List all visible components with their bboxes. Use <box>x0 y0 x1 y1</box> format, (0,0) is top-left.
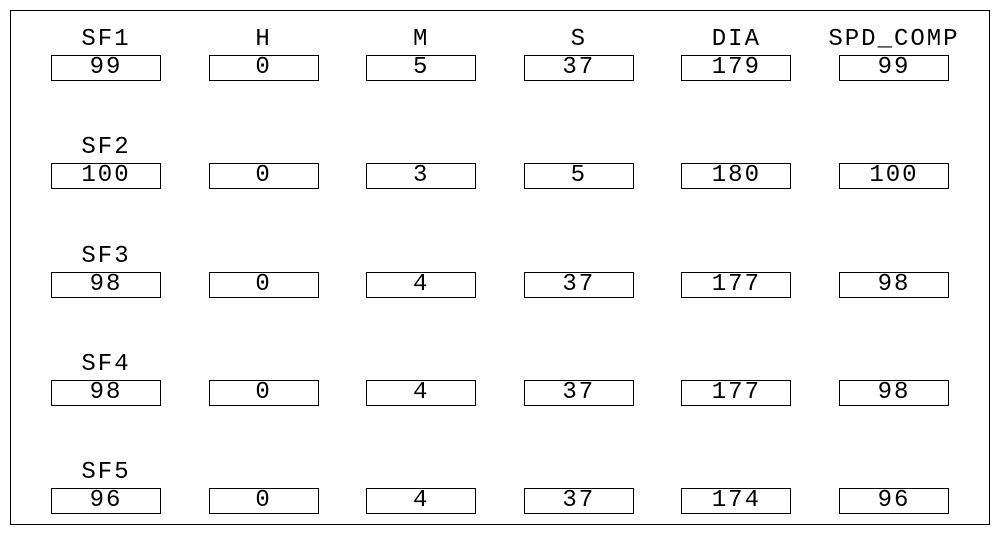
col-header-s: S <box>571 26 587 53</box>
grid: SF1 99 H 0 M 5 S 37 DIA 179 SPD_COMP 99 <box>36 26 964 514</box>
cell-dia: 174 <box>681 488 791 514</box>
cell-m: 4 <box>366 488 476 514</box>
cell-m: 4 <box>366 380 476 406</box>
row-label: SF5 <box>81 459 130 486</box>
cell-sf: 96 <box>51 488 161 514</box>
cell-m: 4 <box>366 272 476 298</box>
cell-dia: 179 <box>681 55 791 81</box>
data-panel: SF1 99 H 0 M 5 S 37 DIA 179 SPD_COMP 99 <box>10 10 990 525</box>
cell-spd: 100 <box>839 163 949 189</box>
col-header-sf: SF1 <box>81 26 130 53</box>
cell-sf: 98 <box>51 380 161 406</box>
cell-dia: 180 <box>681 163 791 189</box>
cell-h: 0 <box>209 272 319 298</box>
table-row: SF5 96 0 4 37 174 96 <box>36 459 964 514</box>
cell-h: 0 <box>209 55 319 81</box>
cell-spd: 98 <box>839 272 949 298</box>
row-label: SF4 <box>81 351 130 378</box>
col-header-spd: SPD_COMP <box>828 26 959 53</box>
cell-h: 0 <box>209 380 319 406</box>
cell-h: 0 <box>209 163 319 189</box>
table-row: SF4 98 0 4 37 177 98 <box>36 351 964 406</box>
cell-s: 37 <box>524 55 634 81</box>
col-header-m: M <box>413 26 429 53</box>
cell-s: 37 <box>524 272 634 298</box>
row-label: SF2 <box>81 134 130 161</box>
cell-h: 0 <box>209 488 319 514</box>
cell-sf: 99 <box>51 55 161 81</box>
cell-s: 37 <box>524 488 634 514</box>
cell-dia: 177 <box>681 272 791 298</box>
cell-m: 3 <box>366 163 476 189</box>
cell-s: 5 <box>524 163 634 189</box>
cell-spd: 96 <box>839 488 949 514</box>
row-label: SF3 <box>81 243 130 270</box>
cell-spd: 98 <box>839 380 949 406</box>
table-row: SF2 100 0 3 5 180 100 <box>36 134 964 189</box>
cell-s: 37 <box>524 380 634 406</box>
cell-spd: 99 <box>839 55 949 81</box>
cell-m: 5 <box>366 55 476 81</box>
cell-sf: 98 <box>51 272 161 298</box>
table-row: SF3 98 0 4 37 177 98 <box>36 243 964 298</box>
col-header-dia: DIA <box>712 26 761 53</box>
cell-sf: 100 <box>51 163 161 189</box>
table-row: SF1 99 H 0 M 5 S 37 DIA 179 SPD_COMP 99 <box>36 26 964 81</box>
cell-dia: 177 <box>681 380 791 406</box>
col-header-h: H <box>255 26 271 53</box>
